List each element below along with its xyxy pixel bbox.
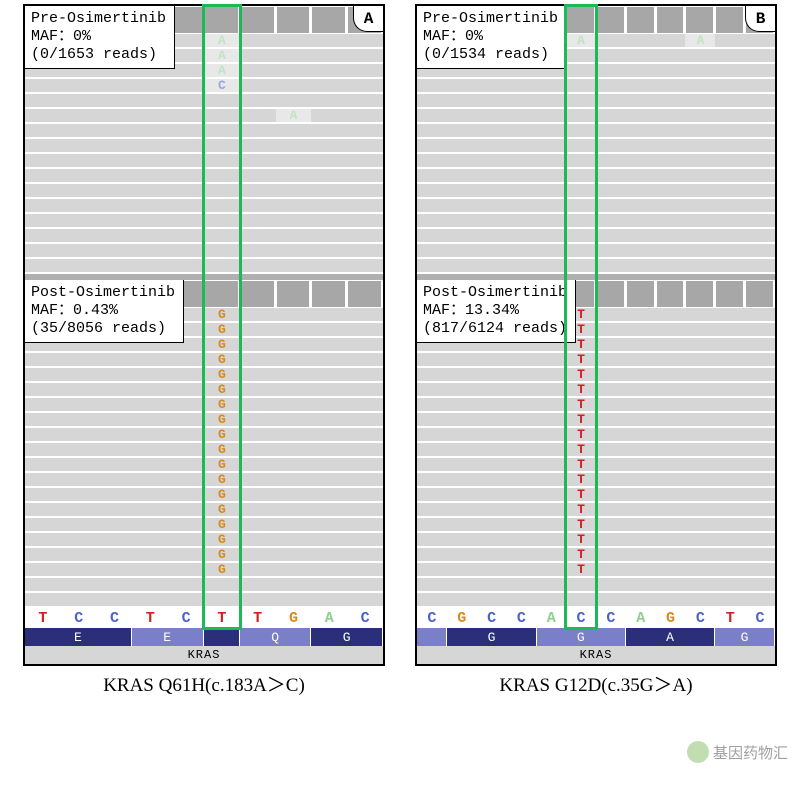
read-row: T — [417, 473, 775, 488]
read-row — [417, 214, 775, 229]
read-row — [25, 244, 383, 259]
read-row — [25, 214, 383, 229]
read-row: G — [25, 428, 383, 443]
read-row — [417, 199, 775, 214]
read-row — [25, 154, 383, 169]
read-row: T — [417, 458, 775, 473]
read-row: C — [25, 79, 383, 94]
read-row: T — [417, 503, 775, 518]
read-row — [417, 244, 775, 259]
read-row: T — [417, 368, 775, 383]
read-row — [417, 79, 775, 94]
gene-label: KRAS — [25, 646, 383, 664]
read-row: T — [417, 488, 775, 503]
read-row: G — [25, 383, 383, 398]
read-row: G — [25, 473, 383, 488]
read-row: T — [417, 353, 775, 368]
read-row — [417, 124, 775, 139]
read-row — [417, 109, 775, 124]
read-row: G — [25, 458, 383, 473]
read-row: G — [25, 443, 383, 458]
read-row: T — [417, 383, 775, 398]
panel-caption: KRAS Q61H(c.183A＞C) — [103, 670, 305, 697]
read-row — [25, 139, 383, 154]
read-row — [417, 154, 775, 169]
read-row — [417, 259, 775, 274]
info-box: Post-OsimertinibMAF：13.34%(817/6124 read… — [417, 280, 576, 343]
read-row — [25, 259, 383, 274]
read-row: G — [25, 353, 383, 368]
read-row: G — [25, 563, 383, 578]
read-row: G — [25, 398, 383, 413]
read-row — [25, 593, 383, 608]
read-row — [25, 94, 383, 109]
gene-label: KRAS — [417, 646, 775, 664]
info-box: Pre-OsimertinibMAF：0%(0/1534 reads) — [417, 6, 567, 69]
read-row: T — [417, 548, 775, 563]
info-box: Post-OsimertinibMAF：0.43%(35/8056 reads) — [25, 280, 184, 343]
read-row — [25, 578, 383, 593]
reference-sequence: TCCTCTTGAC — [25, 608, 383, 628]
panel-caption: KRAS G12D(c.35G＞A) — [499, 670, 692, 697]
read-row: T — [417, 533, 775, 548]
read-row — [25, 124, 383, 139]
amino-acid-track: GGAG — [417, 628, 775, 646]
read-row: T — [417, 518, 775, 533]
read-row — [417, 593, 775, 608]
read-row: T — [417, 428, 775, 443]
panel-B: BAAPre-OsimertinibMAF：0%(0/1534 reads)TT… — [415, 4, 777, 666]
read-row: T — [417, 563, 775, 578]
read-row — [25, 184, 383, 199]
read-row: G — [25, 413, 383, 428]
read-row: T — [417, 398, 775, 413]
read-row: G — [25, 548, 383, 563]
read-row — [417, 94, 775, 109]
read-row — [25, 229, 383, 244]
read-row: G — [25, 533, 383, 548]
panel-badge: A — [353, 6, 383, 32]
read-row — [417, 169, 775, 184]
read-row — [417, 184, 775, 199]
amino-acid-track: EEQG — [25, 628, 383, 646]
read-row: T — [417, 413, 775, 428]
read-row: G — [25, 503, 383, 518]
info-box: Pre-OsimertinibMAF：0%(0/1653 reads) — [25, 6, 175, 69]
read-row: G — [25, 488, 383, 503]
watermark: 基因药物汇 — [687, 741, 788, 763]
read-row — [25, 199, 383, 214]
read-row — [25, 169, 383, 184]
read-row: A — [25, 109, 383, 124]
read-row: G — [25, 518, 383, 533]
reference-sequence: CGCCACCAGCTC — [417, 608, 775, 628]
read-row — [417, 578, 775, 593]
read-row — [417, 139, 775, 154]
panel-badge: B — [745, 6, 775, 32]
read-row: G — [25, 368, 383, 383]
read-row — [417, 229, 775, 244]
panel-A: AAAACAPre-OsimertinibMAF：0%(0/1653 reads… — [23, 4, 385, 666]
read-row: T — [417, 443, 775, 458]
